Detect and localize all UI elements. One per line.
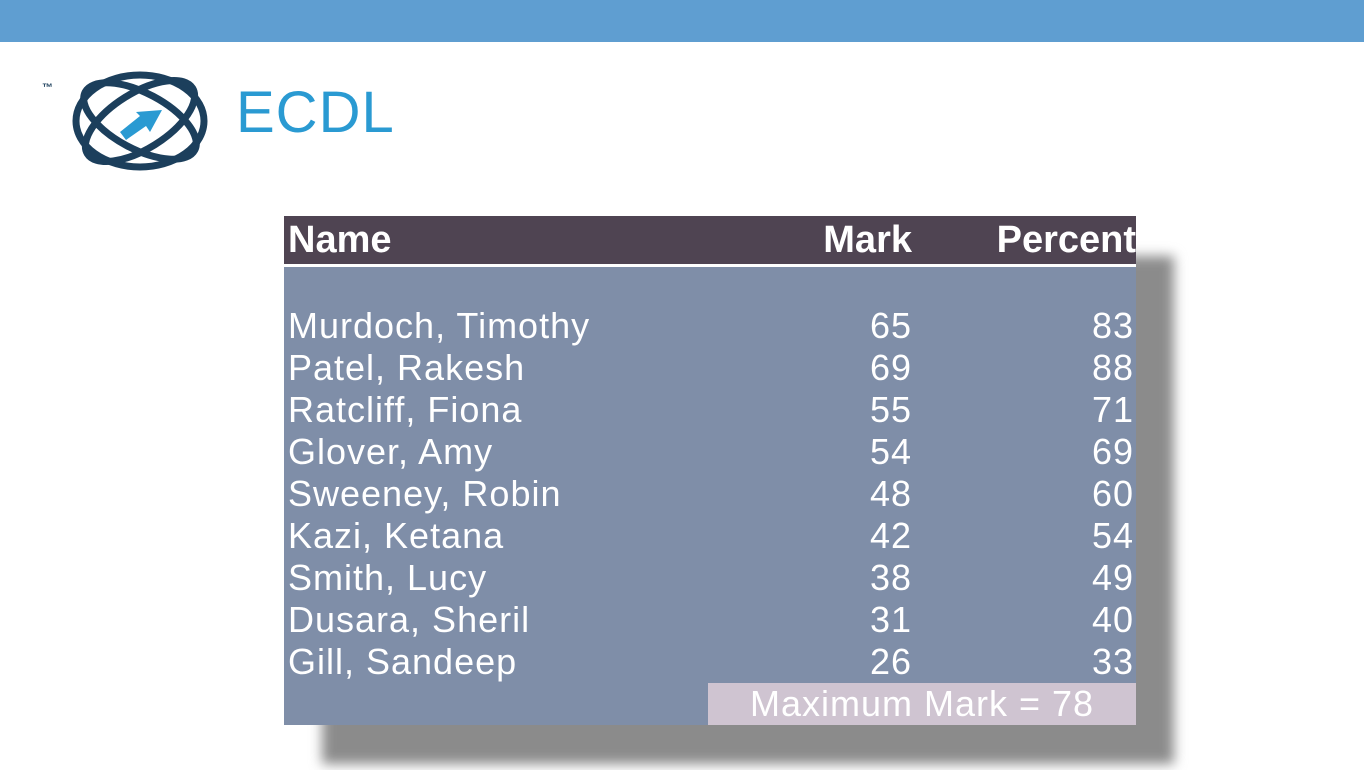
ecdl-logo: ™ ECDL [40,66,470,178]
table-row: Patel, Rakesh 69 88 [284,347,1136,389]
logo-wordmark: ECDL [236,80,395,145]
table-body: Murdoch, Timothy 65 83 Patel, Rakesh 69 … [284,305,1136,683]
cell-percent: 83 [1091,305,1134,346]
globe-arrow-icon [72,71,208,171]
table-row: Glover, Amy 54 69 [284,431,1136,473]
cell-percent: 60 [1091,473,1134,514]
cell-mark: 48 [869,473,912,514]
header-mark: Mark [823,219,912,261]
cell-percent: 88 [1091,347,1134,388]
cell-percent: 33 [1091,641,1134,682]
cell-mark: 69 [869,347,912,388]
table-row: Ratcliff, Fiona 55 71 [284,389,1136,431]
cell-percent: 40 [1091,599,1134,640]
table-header: Name Mark Percent [284,216,1136,267]
cell-name: Kazi, Ketana [288,515,505,556]
cell-mark: 54 [869,431,912,472]
header-percent: Percent [996,219,1136,261]
table-row: Murdoch, Timothy 65 83 [284,305,1136,347]
cell-name: Smith, Lucy [288,557,488,598]
table-row: Gill, Sandeep 26 33 [284,641,1136,683]
table-row: Kazi, Ketana 42 54 [284,515,1136,557]
cell-mark: 65 [869,305,912,346]
cell-mark: 42 [869,515,912,556]
cell-name: Ratcliff, Fiona [288,389,523,430]
cell-name: Sweeney, Robin [288,473,562,514]
cell-mark: 55 [869,389,912,430]
table-row: Dusara, Sheril 31 40 [284,599,1136,641]
cell-name: Glover, Amy [288,431,494,472]
cell-mark: 31 [869,599,912,640]
cell-name: Gill, Sandeep [288,641,518,682]
top-banner [0,0,1364,42]
cell-percent: 69 [1091,431,1134,472]
cell-name: Patel, Rakesh [288,347,526,388]
cell-mark: 38 [869,557,912,598]
marks-table: Name Mark Percent Murdoch, Timothy 65 83… [284,216,1136,725]
maximum-mark-note: Maximum Mark = 78 [708,683,1136,725]
header-name: Name [288,219,392,261]
cell-percent: 54 [1091,515,1134,556]
cell-name: Murdoch, Timothy [288,305,591,346]
cell-percent: 71 [1091,389,1134,430]
cell-percent: 49 [1091,557,1134,598]
table-row: Sweeney, Robin 48 60 [284,473,1136,515]
table-row: Smith, Lucy 38 49 [284,557,1136,599]
cell-mark: 26 [869,641,912,682]
trademark-symbol: ™ [42,82,53,94]
cell-name: Dusara, Sheril [288,599,531,640]
